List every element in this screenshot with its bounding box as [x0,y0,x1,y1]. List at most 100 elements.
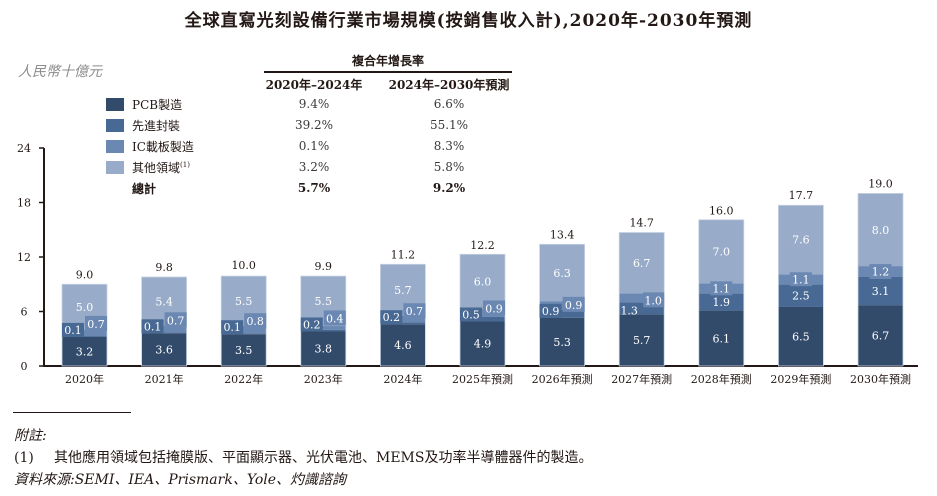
cagr-column-2020-2024: 2020年–2024年 [265,78,363,92]
cagr-table-header: 複合年增長率 [351,54,424,68]
bar-segment-others [619,232,665,294]
x-tick-label: 2022年 [224,372,263,386]
y-tick-label: 24 [17,142,31,155]
x-tick-label: 2020年 [65,372,104,386]
data-label-advanced-packaging: 0.5 [462,308,480,321]
data-label-pcb: 6.1 [713,332,731,345]
data-label-others: 7.6 [792,234,810,247]
bar-segment-pcb [62,336,107,366]
data-label-others: 6.7 [633,257,651,270]
bar-segment-pcb [539,317,585,366]
bar-segment-pcb [619,314,665,366]
legend-swatch-ic-substrate [106,140,124,153]
x-tick-label: 2024年 [383,372,422,386]
label-badge-advanced-packaging [300,317,323,332]
bar-segment-ic-substrate [460,308,505,317]
bar-segment-others [778,205,824,275]
bar-segment-advanced-packaging [858,276,903,306]
cagr-ic-substrate-2020-2024: 0.1% [298,139,330,153]
bar-segment-pcb [300,331,346,366]
label-badge-ic-substrate [789,272,812,287]
cagr-ic-substrate-2024-2030: 8.3% [433,139,465,153]
footnote-heading: 附註: [14,428,47,444]
legend-item-pcb: PCB製造 [106,96,182,113]
data-label-ic-substrate: 0.9 [485,302,503,315]
x-tick-label: 2030年預測 [850,372,911,386]
label-badge-advanced-packaging [380,310,403,325]
label-badge-ic-substrate [483,300,505,316]
bar-segment-others [858,193,903,267]
bar-segment-others [460,254,505,309]
label-badge-ic-substrate [85,315,107,331]
bar-segment-ic-substrate [221,326,267,334]
bar-segment-pcb [778,306,824,366]
label-badge-ic-substrate [643,292,665,308]
y-tick-label: 12 [17,251,31,264]
data-label-ic-substrate: 1.1 [713,282,731,295]
y-tick-label: 6 [21,306,28,319]
footnote-divider [13,412,131,413]
bar-segment-advanced-packaging [62,336,107,337]
bar-segment-pcb [698,310,744,366]
label-badge-advanced-packaging [221,320,244,335]
x-tick-label: 2021年 [145,372,184,386]
bar-segment-ic-substrate [380,316,426,323]
x-tick-label: 2026年預測 [532,372,593,386]
data-label-pcb: 3.5 [235,344,253,357]
x-tick-label: 2027年預測 [611,372,672,386]
data-label-total: 13.4 [550,228,575,241]
stacked-bar-chart: 0 6 12 18 24 3.2 5.0 9.0 0.1 0.7 2020年 3.6 5.4 9.8 0.1… [17,142,918,386]
footnote-1: (1) 其他應用領域包括掩膜版、平面顯示器、光伏電池、MEMS及功率半導體器件的製… [14,447,592,467]
label-badge-ic-substrate [403,303,426,319]
bar-segment-ic-substrate [300,326,346,330]
bar-outline [857,193,904,367]
bar-segment-advanced-packaging [698,293,744,311]
x-tick-label: 2025年預測 [452,372,513,386]
label-badge-ic-substrate [164,312,187,328]
cagr-advanced-packaging-2024-2030: 55.1% [429,118,469,132]
data-label-advanced-packaging: 0.2 [383,311,401,324]
bar-outline [778,204,824,367]
data-label-others: 5.4 [155,296,173,309]
data-label-others: 6.0 [474,276,492,289]
chart-title: 全球直寫光刻設備行業市場規模(按銷售收入計),2020年-2030年預測 [184,11,753,31]
label-badge-ic-substrate [869,264,892,279]
data-label-total: 9.8 [155,261,173,274]
legend-swatch-pcb [106,98,124,111]
bar-segment-ic-substrate [141,326,187,333]
bar-segment-ic-substrate [619,293,665,303]
bar-segment-pcb [221,334,267,366]
data-label-total: 10.0 [231,259,256,272]
bar-segment-pcb [380,324,426,366]
bar-segment-advanced-packaging [460,316,505,322]
bar-segment-advanced-packaging [221,333,267,335]
data-label-others: 5.5 [235,295,253,308]
label-badge-ic-substrate [562,296,585,312]
data-label-others: 6.3 [553,267,571,280]
footnote-1-text: 其他應用領域包括掩膜版、平面顯示器、光伏電池、MEMS及功率半導體器件的製造。 [54,450,593,466]
data-label-total: 16.0 [709,205,734,218]
data-label-pcb: 6.5 [792,330,810,343]
data-label-advanced-packaging: 3.1 [872,285,890,298]
legend-item-total: 總計 [106,180,156,197]
data-label-others: 5.5 [315,295,333,308]
data-label-ic-substrate: 1.1 [792,273,810,286]
data-label-pcb: 4.9 [474,338,492,351]
data-label-ic-substrate: 1.0 [644,294,662,307]
data-label-pcb: 5.3 [553,336,571,349]
bar-segment-advanced-packaging [778,284,824,307]
y-axis-unit-label: 人民幣十億元 [18,64,102,80]
data-label-total: 14.7 [629,216,654,229]
cagr-pcb-2024-2030: 6.6% [433,97,465,111]
data-label-ic-substrate: 0.9 [565,299,583,312]
data-label-others: 5.0 [76,301,94,314]
data-label-advanced-packaging: 0.1 [144,320,162,333]
bar-segment-pcb [858,305,903,366]
data-label-total: 11.2 [391,248,416,261]
bar-outline [698,219,745,367]
bar-segment-ic-substrate [62,329,107,337]
label-badge-advanced-packaging [141,319,164,334]
x-tick-label: 2029年預測 [770,372,831,386]
x-tick-label: 2023年 [304,372,343,386]
data-label-ic-substrate: 0.8 [246,315,264,328]
